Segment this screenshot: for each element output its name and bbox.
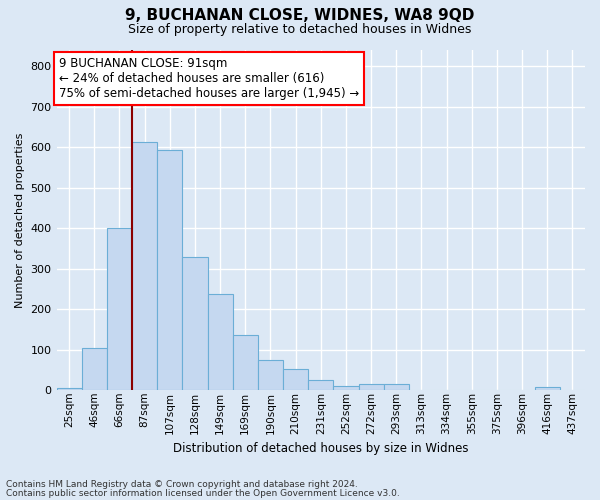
X-axis label: Distribution of detached houses by size in Widnes: Distribution of detached houses by size … xyxy=(173,442,469,455)
Bar xyxy=(383,384,409,390)
Text: Contains HM Land Registry data © Crown copyright and database right 2024.: Contains HM Land Registry data © Crown c… xyxy=(6,480,358,489)
Bar xyxy=(132,142,157,390)
Text: 9, BUCHANAN CLOSE, WIDNES, WA8 9QD: 9, BUCHANAN CLOSE, WIDNES, WA8 9QD xyxy=(125,8,475,22)
Bar xyxy=(535,388,560,390)
Bar xyxy=(308,380,334,390)
Bar xyxy=(283,368,308,390)
Bar xyxy=(258,360,283,390)
Bar xyxy=(334,386,359,390)
Bar xyxy=(107,228,132,390)
Bar xyxy=(82,348,107,390)
Bar xyxy=(157,150,182,390)
Bar xyxy=(56,388,82,390)
Text: Size of property relative to detached houses in Widnes: Size of property relative to detached ho… xyxy=(128,22,472,36)
Bar xyxy=(182,258,208,390)
Text: Contains public sector information licensed under the Open Government Licence v3: Contains public sector information licen… xyxy=(6,489,400,498)
Bar xyxy=(359,384,383,390)
Y-axis label: Number of detached properties: Number of detached properties xyxy=(15,132,25,308)
Bar xyxy=(233,335,258,390)
Text: 9 BUCHANAN CLOSE: 91sqm
← 24% of detached houses are smaller (616)
75% of semi-d: 9 BUCHANAN CLOSE: 91sqm ← 24% of detache… xyxy=(59,57,359,100)
Bar xyxy=(208,294,233,390)
